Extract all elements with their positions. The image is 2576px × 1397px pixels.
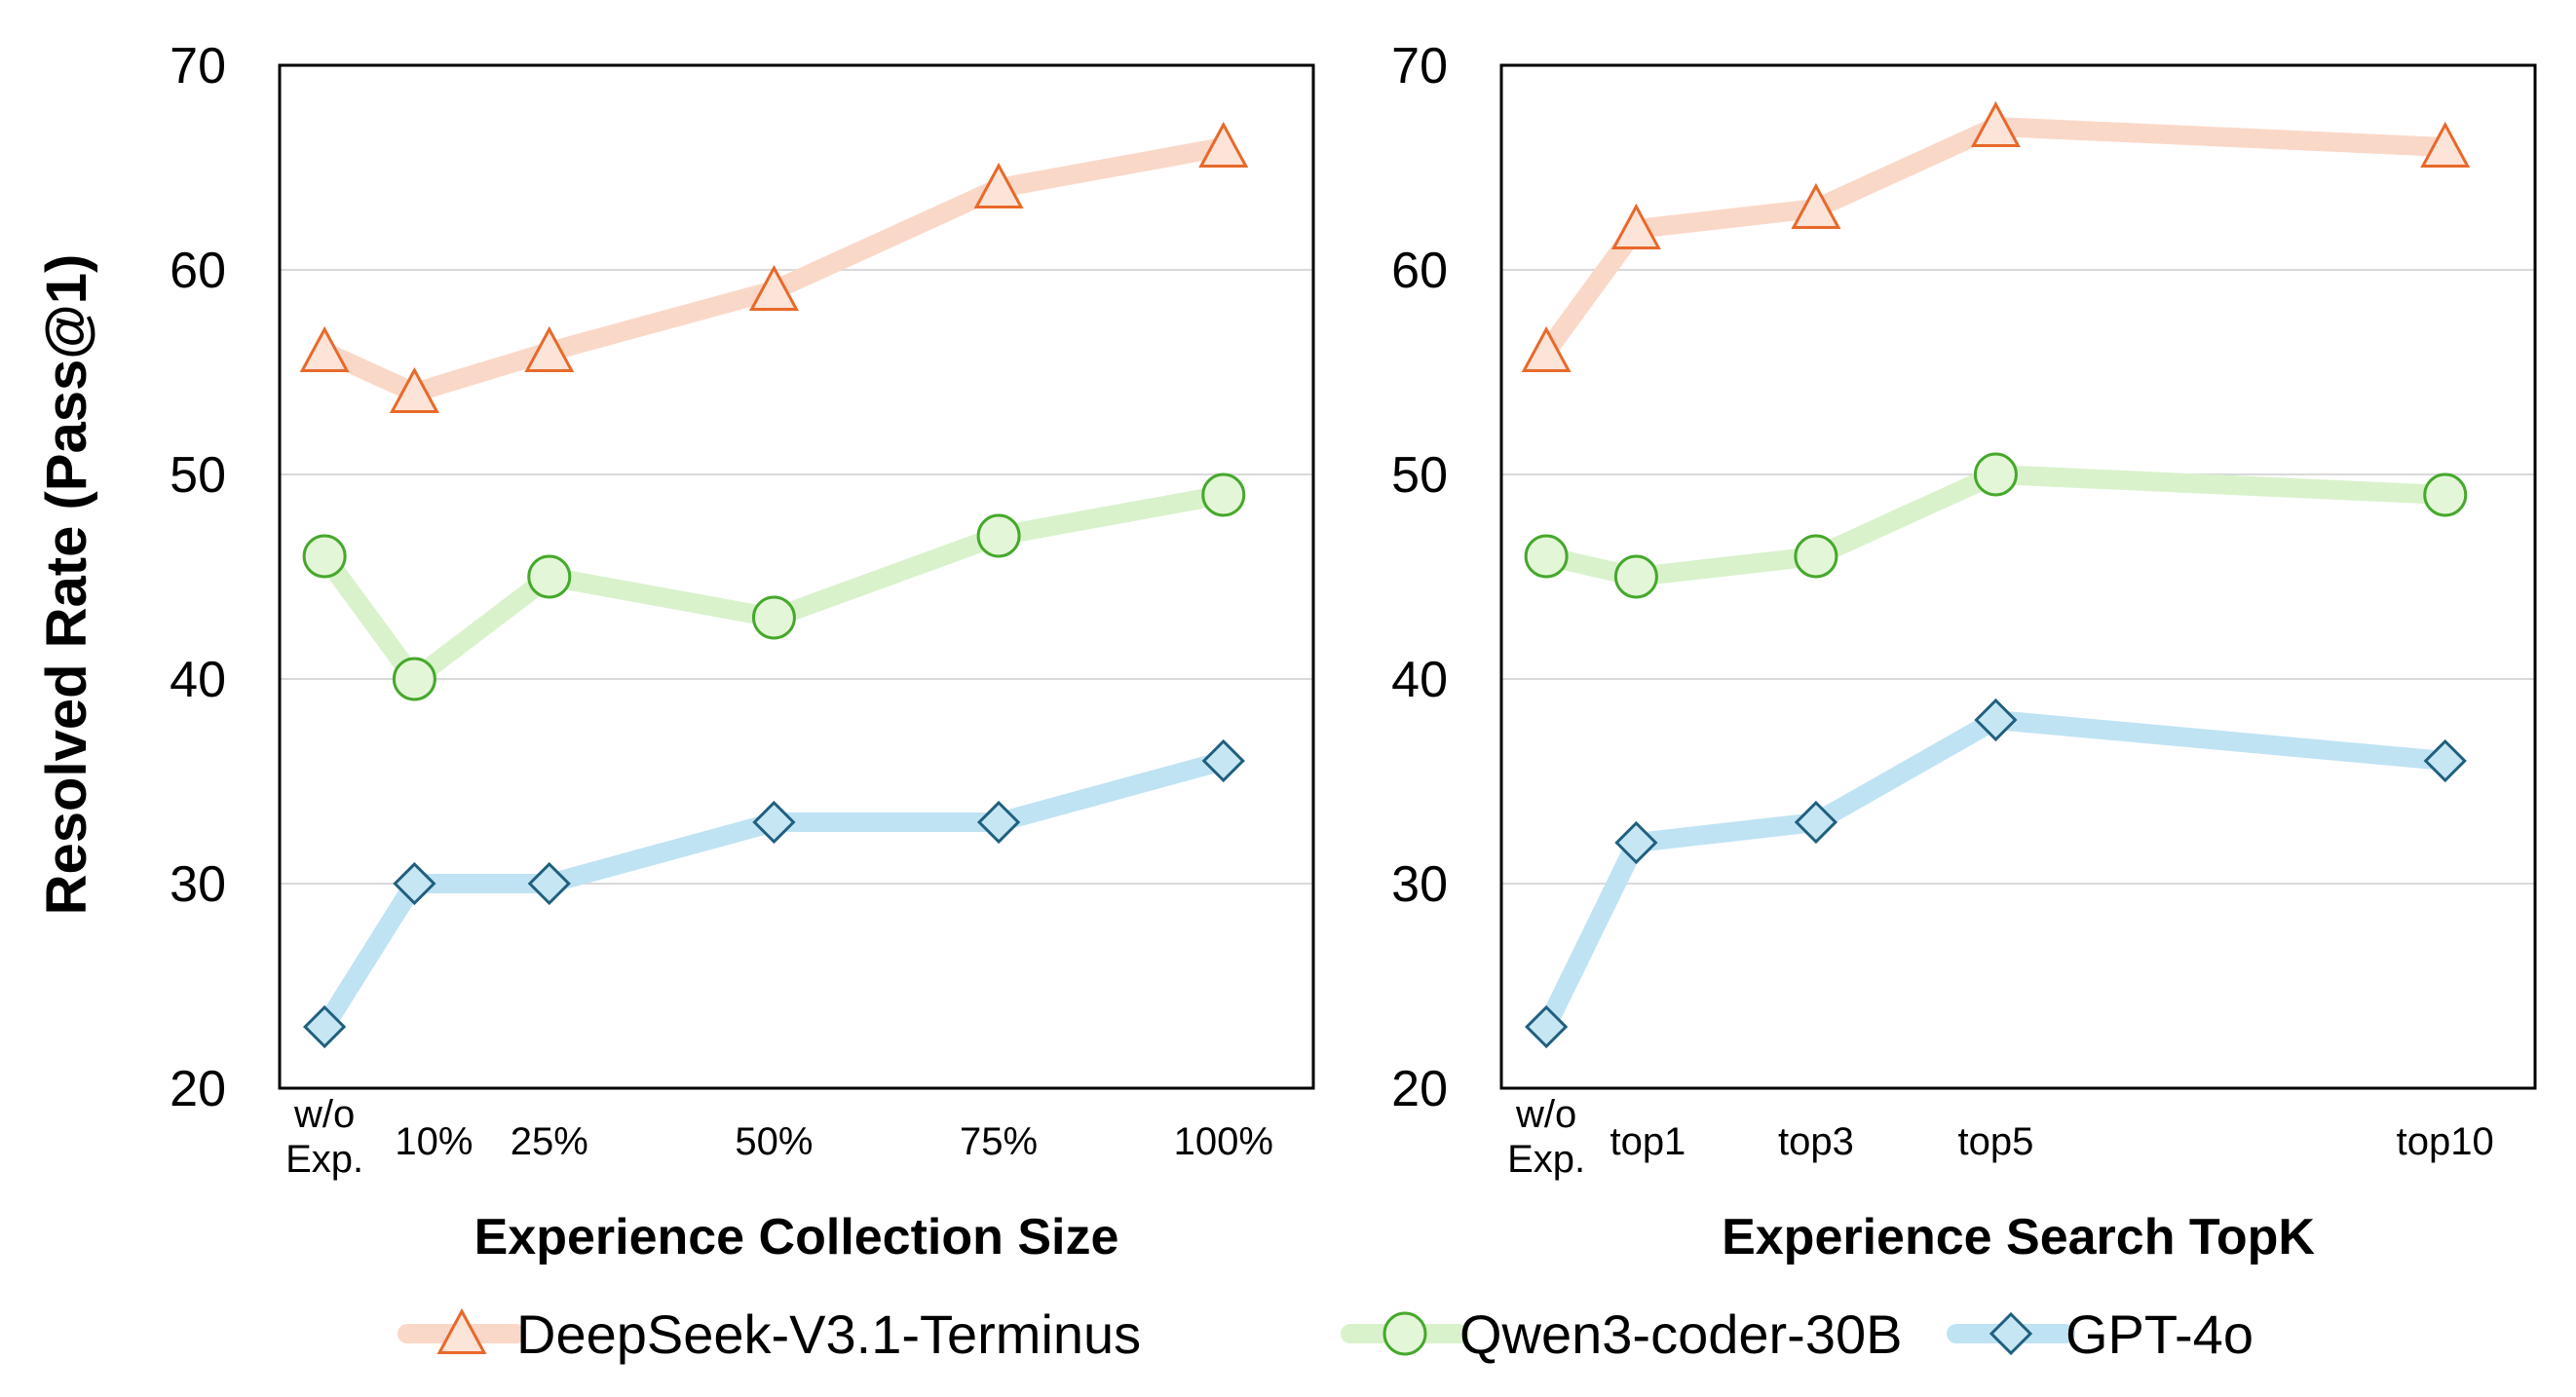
x-tick-label: top10 — [2397, 1120, 2494, 1163]
x-tick-label: 25% — [511, 1120, 588, 1163]
data-point-qwen3-coder-30b — [751, 595, 796, 640]
plot-frame — [1499, 63, 2537, 1090]
y-tick-label: 50 — [170, 447, 226, 504]
data-point-qwen3-coder-30b — [1794, 534, 1838, 579]
legend-marker — [436, 1307, 487, 1355]
legend-label: GPT-4o — [2065, 1303, 2254, 1365]
y-tick-label: 50 — [1391, 447, 1448, 504]
y-tick-label: 40 — [170, 652, 226, 708]
data-point-qwen3-coder-30b — [1524, 534, 1569, 579]
y-tick-label: 40 — [1391, 652, 1448, 708]
data-point-deepseek-v3-1-terminus — [299, 325, 350, 373]
data-point-qwen3-coder-30b — [392, 657, 436, 701]
data-point-qwen3-coder-30b — [1201, 472, 1246, 517]
series-line-gpt-4o — [1536, 710, 2455, 1037]
data-point-deepseek-v3-1-terminus — [1198, 121, 1249, 169]
y-tick-label: 20 — [170, 1061, 226, 1117]
plot-frame — [278, 63, 1315, 1090]
data-point-gpt-4o — [1525, 1004, 1569, 1049]
data-point-deepseek-v3-1-terminus — [1610, 203, 1661, 250]
data-point-gpt-4o — [1201, 738, 1245, 783]
data-point-qwen3-coder-30b — [302, 534, 347, 579]
x-tick-label: 75% — [960, 1120, 1038, 1163]
legend-marker — [1383, 1311, 1427, 1356]
y-tick-label: 30 — [1391, 856, 1448, 913]
data-point-deepseek-v3-1-terminus — [973, 162, 1024, 209]
x-tick-label-line: Exp. — [285, 1138, 363, 1181]
data-point-gpt-4o — [976, 800, 1021, 845]
legend-label: DeepSeek-V3.1-Terminus — [516, 1303, 1141, 1365]
series-line-deepseek-v3-1-terminus — [1536, 117, 2455, 361]
x-tick-label: w/o Exp. — [285, 1093, 363, 1181]
x-tick-label: 100% — [1174, 1120, 1273, 1163]
legend-item-qwen3-coder-30b: Qwen3-coder-30B — [1341, 1303, 1902, 1365]
x-axis-label: Experience Collection Size — [474, 1209, 1119, 1265]
x-tick-label-line: Exp. — [1507, 1138, 1585, 1181]
x-tick-label: 10% — [395, 1120, 473, 1163]
series-line-deepseek-v3-1-terminus — [315, 137, 1233, 402]
data-point-deepseek-v3-1-terminus — [2420, 121, 2471, 169]
chart-right: 20 30 40 50 60 70 w/o Exp. top1 top3 top5 top10 Expe… — [1391, 38, 2537, 1265]
data-point-gpt-4o — [393, 861, 436, 906]
x-axis-label: Experience Search TopK — [1722, 1209, 2315, 1265]
data-point-deepseek-v3-1-terminus — [1791, 182, 1841, 230]
data-point-deepseek-v3-1-terminus — [389, 366, 439, 414]
chart-left: 20 30 40 50 60 70 w/o Exp. 10% 25% 50% 75% 100% Exper… — [170, 38, 1315, 1265]
data-point-gpt-4o — [1614, 820, 1658, 865]
y-axis-label: Resolved Rate (Pass@1) — [35, 254, 98, 916]
y-tick-label: 60 — [170, 243, 226, 299]
legend: DeepSeek-V3.1-Terminus Qwen3-coder-30B GPT… — [398, 1303, 2254, 1365]
data-point-deepseek-v3-1-terminus — [1521, 325, 1572, 373]
y-tick-label: 20 — [1391, 1061, 1448, 1117]
data-point-deepseek-v3-1-terminus — [524, 325, 575, 373]
x-tick-label: w/o Exp. — [1507, 1093, 1585, 1181]
data-point-qwen3-coder-30b — [527, 554, 572, 599]
y-tick-label: 60 — [1391, 243, 1448, 299]
data-point-gpt-4o — [303, 1004, 347, 1049]
data-point-qwen3-coder-30b — [1973, 452, 2018, 497]
series-line-qwen3-coder-30b — [315, 485, 1233, 689]
data-point-gpt-4o — [1794, 800, 1838, 845]
y-tick-label: 70 — [170, 38, 226, 94]
x-tick-label-line: w/o — [293, 1093, 355, 1136]
data-point-qwen3-coder-30b — [2423, 472, 2468, 517]
legend-item-deepseek-v3-1-terminus: DeepSeek-V3.1-Terminus — [398, 1303, 1141, 1365]
data-point-gpt-4o — [752, 800, 796, 845]
legend-item-gpt-4o: GPT-4o — [1947, 1303, 2254, 1365]
x-tick-label: 50% — [735, 1120, 813, 1163]
y-tick-label: 70 — [1391, 38, 1448, 94]
x-tick-label: top3 — [1778, 1120, 1854, 1163]
data-point-deepseek-v3-1-terminus — [1970, 100, 2021, 148]
data-point-deepseek-v3-1-terminus — [748, 264, 799, 312]
legend-marker — [1989, 1311, 2033, 1356]
legend-label: Qwen3-coder-30B — [1459, 1303, 1902, 1365]
data-point-gpt-4o — [527, 861, 571, 906]
series-line-gpt-4o — [315, 751, 1233, 1037]
data-point-qwen3-coder-30b — [976, 513, 1021, 558]
x-tick-label-line: w/o — [1515, 1093, 1576, 1136]
data-point-gpt-4o — [1974, 698, 2018, 742]
x-tick-label: top5 — [1958, 1120, 2034, 1163]
data-point-qwen3-coder-30b — [1613, 554, 1658, 599]
data-point-gpt-4o — [2423, 738, 2467, 783]
x-tick-label: top1 — [1610, 1120, 1686, 1163]
y-tick-label: 30 — [170, 856, 226, 913]
